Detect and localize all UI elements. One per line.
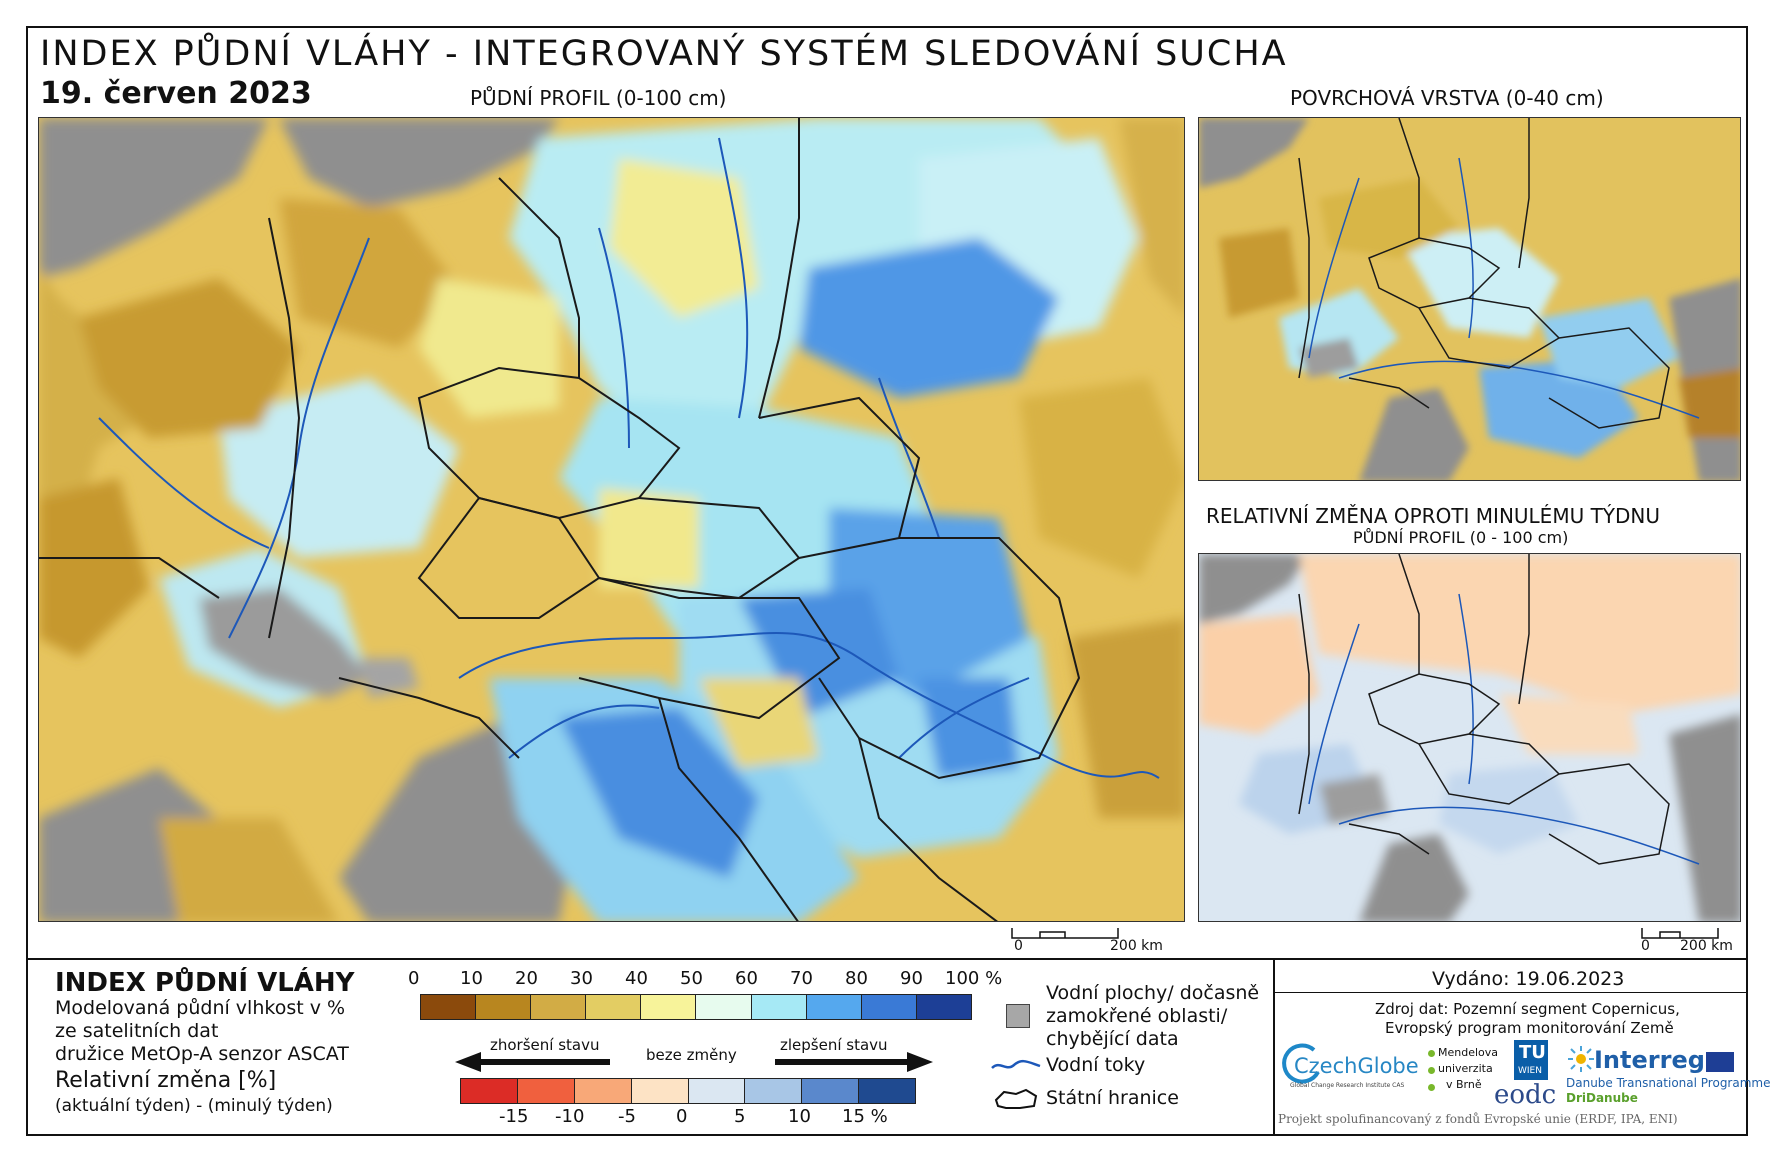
- mendel-logo-3: v Brně: [1446, 1078, 1482, 1091]
- change-tick: 0: [676, 1106, 688, 1127]
- index-tick: 100 %: [945, 968, 1003, 989]
- better-label: zlepšení stavu: [780, 1036, 888, 1054]
- index-color-swatch: [421, 995, 476, 1019]
- index-tick: 90: [900, 968, 923, 989]
- water-label-1: Vodní plochy/ dočasně: [1046, 982, 1260, 1004]
- change-map-subtitle: PŮDNÍ PROFIL (0 - 100 cm): [1353, 528, 1569, 547]
- main-scale-end: 200 km: [1110, 938, 1163, 954]
- change-tick: 5: [734, 1106, 746, 1127]
- index-color-swatch: [695, 995, 751, 1019]
- info-divider: [1273, 958, 1275, 1136]
- change-map-title: RELATIVNÍ ZMĚNA OPROTI MINULÉMU TÝDNU: [1206, 504, 1661, 528]
- change-tick: 15 %: [842, 1106, 888, 1127]
- change-tick-labels: -15 -10 -5 0 5 10 15 %: [480, 1106, 910, 1130]
- change-tick: -10: [555, 1106, 585, 1127]
- source-line-2: Evropský program monitorování Země: [1385, 1019, 1674, 1037]
- index-color-swatch: [805, 995, 861, 1019]
- main-map-title: PŮDNÍ PROFIL (0-100 cm): [470, 86, 727, 110]
- page-title: INDEX PŮDNÍ VLÁHY - INTEGROVANÝ SYSTÉM S…: [40, 34, 1288, 74]
- index-color-swatch: [585, 995, 641, 1019]
- mendel-logo-2: univerzita: [1438, 1062, 1493, 1075]
- legend-desc-1: Modelovaná půdní vlhkost v %: [55, 997, 346, 1019]
- nochange-label: beze změny: [646, 1046, 737, 1064]
- change-color-swatch: [573, 1079, 631, 1103]
- dridanube-label: DriDanube: [1566, 1091, 1638, 1105]
- rivers-label: Vodní toky: [1046, 1054, 1146, 1076]
- missing-data-swatch: [1006, 1004, 1030, 1028]
- change-tick: -5: [618, 1106, 636, 1127]
- mendel-logo-1: Mendelova: [1438, 1046, 1499, 1059]
- index-tick: 0: [408, 968, 420, 989]
- legend-divider: [26, 958, 1748, 960]
- info-line: [1275, 992, 1748, 993]
- mendel-dot-icon: [1428, 1067, 1435, 1074]
- mendel-dot-icon: [1428, 1050, 1435, 1057]
- index-tick: 50: [680, 968, 703, 989]
- index-colorbar: [420, 994, 972, 1020]
- water-label-3: chybějící data: [1046, 1028, 1179, 1050]
- index-tick: 40: [625, 968, 648, 989]
- interreg-sun-icon: [1568, 1046, 1594, 1072]
- legend-desc-2: ze satelitních dat: [55, 1020, 219, 1042]
- index-tick-labels: 0 10 20 30 40 50 60 70 80 90 100 %: [408, 968, 1002, 994]
- legend-title: INDEX PŮDNÍ VLÁHY: [55, 968, 355, 998]
- change-tick: -15: [499, 1106, 529, 1127]
- surface-map-title: POVRCHOVÁ VRSTVA (0-40 cm): [1290, 86, 1604, 110]
- index-tick: 60: [735, 968, 758, 989]
- index-color-swatch: [915, 995, 971, 1019]
- dtp-label: Danube Transnational Programme: [1566, 1076, 1771, 1090]
- change-color-swatch: [744, 1079, 802, 1103]
- mendel-dot-icon: [1428, 1084, 1435, 1091]
- change-legend-title: Relativní změna [%]: [55, 1068, 277, 1093]
- change-color-swatch: [461, 1079, 517, 1103]
- czechglobe-subtitle: Global Change Research Institute CAS: [1290, 1082, 1405, 1089]
- issued-date: Vydáno: 19.06.2023: [1432, 968, 1625, 990]
- surface-layer-map: [1198, 117, 1741, 481]
- index-color-swatch: [860, 995, 916, 1019]
- czechglobe-logo-icon: [1282, 1043, 1320, 1084]
- index-color-swatch: [530, 995, 586, 1019]
- index-color-swatch: [750, 995, 806, 1019]
- borders-label: Státní hranice: [1046, 1087, 1179, 1109]
- change-color-swatch: [801, 1079, 859, 1103]
- index-tick: 20: [515, 968, 538, 989]
- index-tick: 80: [845, 968, 868, 989]
- change-color-swatch: [630, 1079, 688, 1103]
- worse-label: zhoršení stavu: [490, 1036, 600, 1054]
- main-scale-bar: [1011, 928, 1119, 939]
- outer-frame: [26, 26, 1748, 1136]
- relative-change-map: [1198, 553, 1741, 922]
- water-label-2: zamokřené oblasti/: [1046, 1005, 1228, 1027]
- interreg-logo: Interreg: [1594, 1046, 1705, 1074]
- tu-wien-logo: TU WIEN: [1514, 1040, 1548, 1080]
- wien-logo-text: WIEN: [1518, 1066, 1542, 1076]
- funding-note: Projekt spolufinancovaný z fondů Evropsk…: [1278, 1112, 1678, 1126]
- change-colorbar: [460, 1078, 916, 1104]
- index-color-swatch: [475, 995, 531, 1019]
- change-scale-start: 0: [1641, 938, 1650, 954]
- change-tick: 10: [788, 1106, 811, 1127]
- change-legend-desc: (aktuální týden) - (minulý týden): [55, 1096, 333, 1116]
- map-date: 19. červen 2023: [40, 76, 312, 111]
- index-tick: 30: [570, 968, 593, 989]
- main-scale-start: 0: [1014, 938, 1023, 954]
- eu-flag-icon: [1706, 1052, 1734, 1072]
- change-color-swatch: [516, 1079, 574, 1103]
- eodc-logo: eodc: [1494, 1080, 1557, 1110]
- change-direction-arrows: [455, 1052, 933, 1072]
- river-symbol: [991, 1059, 1041, 1069]
- index-tick: 10: [460, 968, 483, 989]
- index-color-swatch: [640, 995, 696, 1019]
- change-color-swatch: [687, 1079, 745, 1103]
- change-scale-end: 200 km: [1680, 938, 1733, 954]
- change-color-swatch: [858, 1079, 915, 1103]
- legend-desc-3: družice MetOp-A senzor ASCAT: [55, 1043, 349, 1065]
- border-symbol: [994, 1088, 1038, 1109]
- change-scale-bar: [1641, 928, 1719, 939]
- czechglobe-logo: CzechGlobe: [1294, 1054, 1419, 1078]
- source-line-1: Zdroj dat: Pozemní segment Copernicus,: [1375, 1000, 1680, 1018]
- main-soil-moisture-map: [38, 117, 1185, 922]
- tu-logo-text: TU: [1519, 1042, 1546, 1063]
- index-tick: 70: [790, 968, 813, 989]
